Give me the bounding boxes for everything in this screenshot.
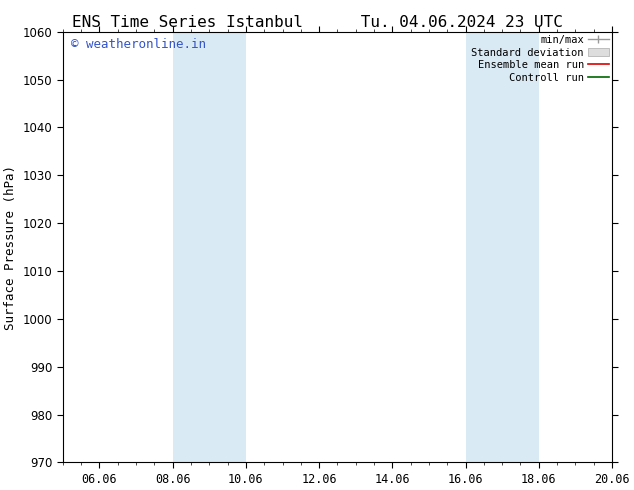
Bar [465,32,539,463]
Y-axis label: Surface Pressure (hPa): Surface Pressure (hPa) [4,165,17,330]
Bar [172,32,246,463]
Text: © weatheronline.in: © weatheronline.in [71,38,206,51]
Legend: min/max, Standard deviation, Ensemble mean run, Controll run: min/max, Standard deviation, Ensemble me… [469,33,611,85]
Text: ENS Time Series Istanbul      Tu. 04.06.2024 23 UTC: ENS Time Series Istanbul Tu. 04.06.2024 … [72,15,562,30]
